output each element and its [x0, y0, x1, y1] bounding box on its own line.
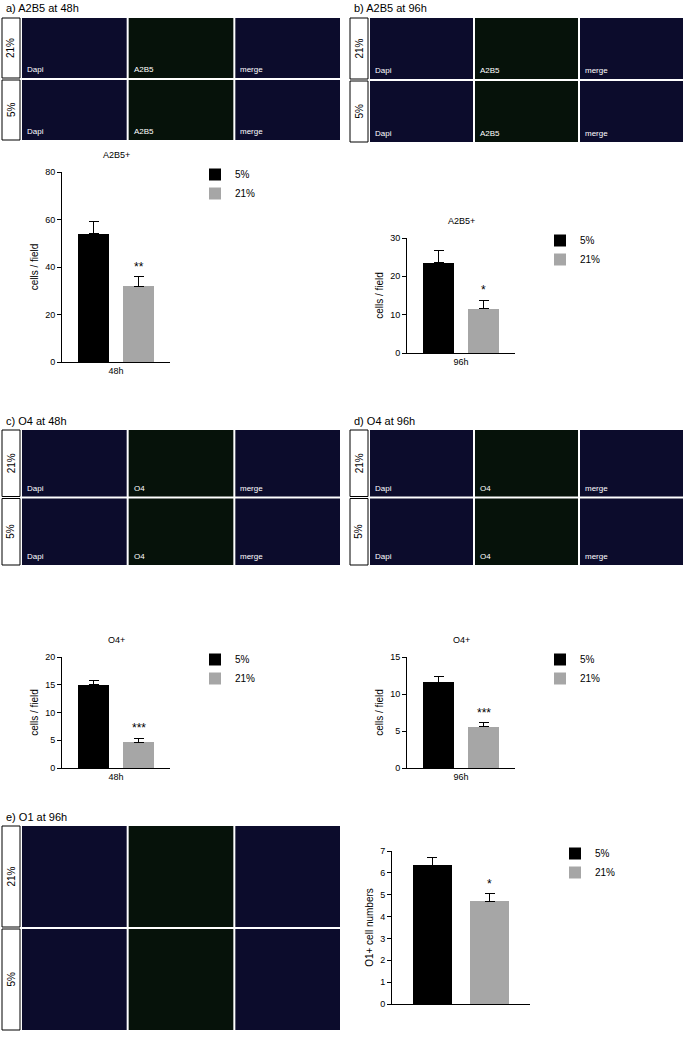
svg-text:cells / field: cells / field	[374, 272, 385, 319]
svg-text:b) A2B5 at 96h: b) A2B5 at 96h	[354, 2, 427, 14]
svg-text:5%: 5%	[353, 524, 364, 539]
svg-text:Dapi: Dapi	[375, 129, 392, 138]
svg-text:a) A2B5 at 48h: a) A2B5 at 48h	[6, 2, 79, 14]
svg-text:merge: merge	[240, 65, 263, 74]
svg-text:5%: 5%	[580, 654, 595, 665]
svg-text:5: 5	[395, 726, 400, 736]
svg-text:A2B5: A2B5	[134, 127, 154, 136]
svg-text:96h: 96h	[453, 772, 468, 782]
svg-text:21%: 21%	[6, 453, 17, 473]
svg-text:21%: 21%	[235, 188, 255, 199]
svg-text:O4: O4	[134, 552, 145, 561]
svg-text:21%: 21%	[580, 254, 600, 265]
svg-text:5: 5	[380, 890, 385, 900]
svg-text:merge: merge	[240, 484, 263, 493]
svg-text:***: ***	[132, 721, 146, 735]
svg-text:15: 15	[45, 680, 55, 690]
svg-text:40: 40	[45, 262, 55, 272]
svg-text:21%: 21%	[354, 38, 365, 58]
svg-text:5%: 5%	[354, 104, 365, 119]
svg-text:5%: 5%	[595, 848, 610, 859]
svg-text:96h: 96h	[453, 357, 468, 367]
svg-text:4: 4	[380, 912, 385, 922]
svg-text:1: 1	[380, 977, 385, 987]
svg-text:A2B5: A2B5	[480, 129, 500, 138]
svg-text:48h: 48h	[108, 772, 123, 782]
svg-text:Dapi: Dapi	[27, 65, 44, 74]
svg-text:21%: 21%	[6, 866, 17, 886]
svg-text:80: 80	[45, 167, 55, 177]
svg-text:merge: merge	[585, 129, 608, 138]
svg-text:5%: 5%	[6, 102, 17, 117]
svg-text:10: 10	[45, 708, 55, 718]
svg-text:O4: O4	[480, 484, 491, 493]
svg-text:O4: O4	[134, 484, 145, 493]
svg-text:21%: 21%	[354, 453, 365, 473]
svg-text:cells / field: cells / field	[374, 689, 385, 736]
svg-text:5%: 5%	[235, 169, 250, 180]
svg-text:0: 0	[50, 763, 55, 773]
svg-text:5%: 5%	[235, 654, 250, 665]
svg-text:merge: merge	[585, 552, 608, 561]
svg-text:6: 6	[380, 868, 385, 878]
svg-text:0: 0	[50, 357, 55, 367]
svg-text:O1+ cell numbers: O1+ cell numbers	[364, 888, 375, 967]
svg-text:0: 0	[395, 763, 400, 773]
svg-text:20: 20	[45, 652, 55, 662]
svg-text:5%: 5%	[580, 235, 595, 246]
svg-text:merge: merge	[585, 484, 608, 493]
svg-text:merge: merge	[585, 66, 608, 75]
svg-text:Dapi: Dapi	[27, 552, 44, 561]
svg-text:20: 20	[45, 310, 55, 320]
svg-text:3: 3	[380, 934, 385, 944]
svg-text:20: 20	[390, 271, 400, 281]
svg-text:cells / field: cells / field	[29, 689, 40, 736]
svg-text:O4+: O4+	[108, 635, 125, 645]
svg-text:48h: 48h	[108, 366, 123, 376]
svg-text:A2B5+: A2B5+	[103, 150, 130, 160]
svg-text:5%: 5%	[6, 972, 17, 987]
svg-text:60: 60	[45, 215, 55, 225]
svg-text:Dapi: Dapi	[375, 552, 392, 561]
svg-text:cells / field: cells / field	[29, 244, 40, 291]
svg-text:d) O4 at 96h: d) O4 at 96h	[354, 415, 415, 427]
svg-text:***: ***	[477, 706, 491, 720]
svg-text:7: 7	[380, 846, 385, 856]
svg-text:O4+: O4+	[453, 635, 470, 645]
svg-text:c) O4 at 48h: c) O4 at 48h	[6, 415, 67, 427]
svg-text:merge: merge	[240, 552, 263, 561]
svg-text:O4: O4	[480, 552, 491, 561]
svg-text:10: 10	[390, 310, 400, 320]
svg-text:30: 30	[390, 233, 400, 243]
svg-text:21%: 21%	[595, 867, 615, 878]
svg-text:15: 15	[390, 652, 400, 662]
svg-text:10: 10	[390, 689, 400, 699]
svg-text:21%: 21%	[5, 38, 16, 58]
svg-text:e) O1 at 96h: e) O1 at 96h	[6, 811, 67, 823]
svg-text:merge: merge	[240, 127, 263, 136]
svg-text:Dapi: Dapi	[375, 484, 392, 493]
svg-text:Dapi: Dapi	[27, 127, 44, 136]
svg-text:21%: 21%	[235, 673, 255, 684]
svg-text:A2B5: A2B5	[480, 66, 500, 75]
svg-text:A2B5+: A2B5+	[448, 216, 475, 226]
svg-text:A2B5: A2B5	[134, 65, 154, 74]
svg-text:**: **	[134, 260, 144, 274]
svg-text:*: *	[481, 283, 486, 297]
svg-text:0: 0	[380, 999, 385, 1009]
svg-text:5: 5	[50, 735, 55, 745]
svg-text:21%: 21%	[580, 673, 600, 684]
svg-text:5%: 5%	[5, 524, 16, 539]
svg-text:0: 0	[395, 348, 400, 358]
svg-text:2: 2	[380, 955, 385, 965]
svg-text:Dapi: Dapi	[375, 66, 392, 75]
svg-text:Dapi: Dapi	[27, 484, 44, 493]
svg-text:*: *	[487, 877, 492, 891]
